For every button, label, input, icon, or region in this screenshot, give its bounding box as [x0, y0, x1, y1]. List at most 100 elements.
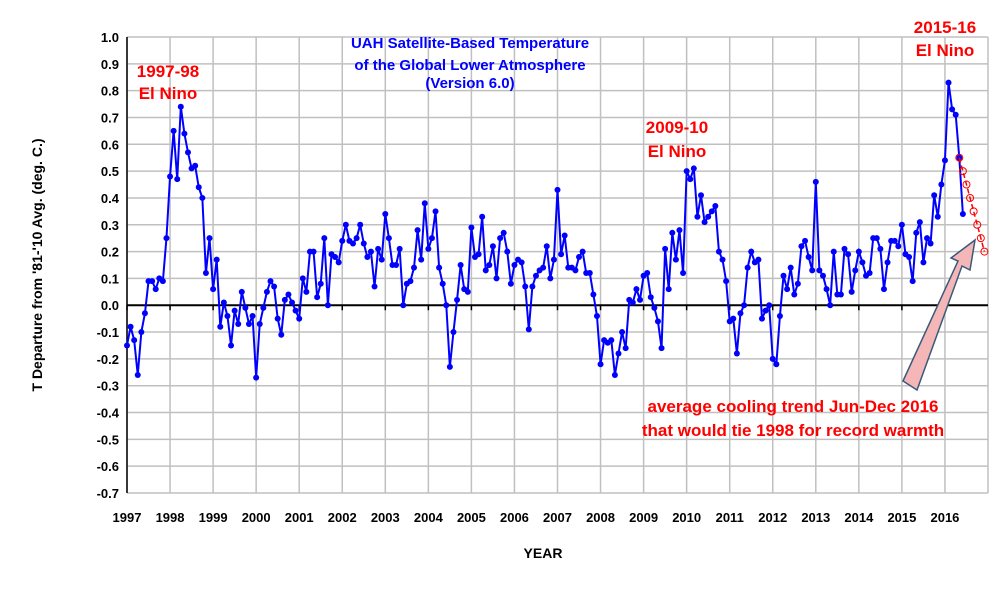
x-tick-label: 2005 — [457, 510, 486, 525]
data-point — [249, 312, 256, 319]
x-tick-label: 2006 — [500, 510, 529, 525]
data-point — [443, 302, 450, 309]
data-point — [554, 186, 561, 193]
data-point — [741, 302, 748, 309]
data-point — [217, 323, 224, 330]
data-point — [906, 253, 913, 260]
data-point — [504, 248, 511, 255]
data-point — [730, 315, 737, 322]
data-point — [769, 355, 776, 362]
data-point — [407, 278, 414, 285]
data-point — [138, 329, 145, 336]
data-point — [791, 291, 798, 298]
data-point — [418, 256, 425, 263]
x-tick-label: 1998 — [156, 510, 185, 525]
trend-point — [966, 193, 975, 202]
data-point — [149, 278, 156, 285]
data-point — [464, 288, 471, 295]
data-point — [489, 243, 496, 250]
data-point — [350, 240, 357, 247]
data-point — [364, 253, 371, 260]
data-point — [493, 275, 500, 282]
data-point — [532, 272, 539, 279]
data-point — [830, 248, 837, 255]
data-point — [206, 235, 213, 242]
data-point — [141, 310, 148, 317]
x-tick-label: 2010 — [672, 510, 701, 525]
data-point — [289, 299, 296, 306]
data-point — [446, 363, 453, 370]
data-point — [909, 278, 916, 285]
data-point — [701, 219, 708, 226]
data-point — [852, 267, 859, 274]
data-point — [748, 248, 755, 255]
data-point — [285, 291, 292, 298]
x-tick-label: 2014 — [844, 510, 874, 525]
data-point — [235, 321, 242, 328]
data-point — [651, 304, 658, 311]
data-point — [479, 213, 486, 220]
trend-point — [980, 247, 989, 256]
data-point — [547, 275, 554, 282]
data-point — [938, 181, 945, 188]
data-point — [436, 264, 443, 271]
data-point — [303, 288, 310, 295]
data-point — [518, 259, 525, 266]
annotation-text: 2009-10 — [646, 118, 708, 137]
data-point — [941, 157, 948, 164]
data-point — [271, 283, 278, 290]
data-point — [482, 267, 489, 274]
data-point — [737, 310, 744, 317]
data-point — [371, 283, 378, 290]
x-tick-label: 2007 — [543, 510, 572, 525]
data-point — [794, 280, 801, 287]
data-point — [497, 235, 504, 242]
y-tick-label: 0.7 — [101, 110, 119, 125]
data-point — [802, 237, 809, 244]
data-point — [572, 267, 579, 274]
data-point — [855, 248, 862, 255]
data-point — [672, 256, 679, 263]
data-point — [228, 342, 235, 349]
data-point — [256, 321, 263, 328]
data-point — [812, 178, 819, 185]
data-point — [895, 243, 902, 250]
chart-title-line: UAH Satellite-Based Temperature — [351, 35, 589, 52]
data-point — [127, 323, 134, 330]
data-point — [335, 259, 342, 266]
data-point — [184, 149, 191, 156]
data-point — [543, 243, 550, 250]
data-point — [723, 278, 730, 285]
y-tick-label: -0.3 — [97, 379, 119, 394]
data-point — [263, 288, 270, 295]
data-point — [432, 208, 439, 215]
data-point — [353, 235, 360, 242]
x-tick-label: 2015 — [887, 510, 916, 525]
data-point — [690, 165, 697, 172]
data-point — [798, 243, 805, 250]
data-point — [597, 361, 604, 368]
y-tick-label: 0.0 — [101, 298, 119, 313]
data-point — [475, 251, 482, 258]
data-point — [220, 299, 227, 306]
data-point — [163, 235, 170, 242]
data-point — [486, 262, 493, 268]
data-point — [644, 270, 651, 277]
data-point — [558, 251, 565, 258]
data-point — [360, 240, 367, 247]
x-tick-label: 1999 — [199, 510, 228, 525]
data-point — [784, 286, 791, 293]
y-axis-label: T Departure from '81-'10 Avg. (deg. C.) — [29, 139, 45, 392]
annotation-text: El Nino — [648, 142, 707, 161]
annotation-text: average cooling trend Jun-Dec 2016 — [648, 397, 939, 416]
chart-title-line: of the Global Lower Atmosphere — [354, 57, 585, 74]
data-point — [310, 248, 317, 255]
trend-point — [973, 220, 982, 229]
data-point — [159, 278, 166, 285]
data-point — [877, 245, 884, 252]
data-point — [608, 337, 615, 344]
data-point — [698, 192, 704, 199]
data-point — [332, 253, 339, 260]
data-point — [242, 304, 249, 311]
